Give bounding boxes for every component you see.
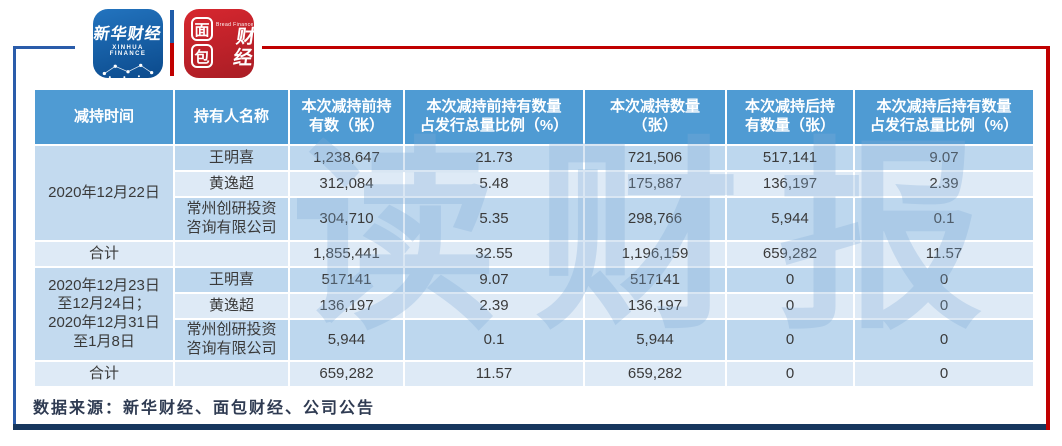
network-constellation-icon <box>102 63 154 79</box>
reduced-qty-cell: 721,506 <box>583 144 727 172</box>
subtotal-row: 合计 659,282 11.57 659,282 0 0 <box>33 360 1035 388</box>
frame-red-right-line <box>1046 46 1050 430</box>
col-header-time: 减持时间 <box>33 88 175 146</box>
post-pct-cell: 9.07 <box>853 144 1035 172</box>
table-row: 黄逸超 136,197 2.39 136,197 0 0 <box>34 292 1035 320</box>
reduced-qty-cell: 659,282 <box>583 360 727 388</box>
time-cell-group1: 2020年12月22日 <box>33 144 175 242</box>
post-pct-cell: 2.39 <box>853 170 1035 198</box>
pre-pct-cell: 0.1 <box>403 318 585 362</box>
holder-cell: 王明喜 <box>173 266 290 294</box>
post-amount-cell: 517,141 <box>725 144 855 172</box>
col-header-reduced-qty: 本次减持数量 （张） <box>583 88 727 146</box>
logo-divider <box>170 10 174 76</box>
post-amount-cell: 0 <box>725 266 855 294</box>
data-source-note: 数据来源：新华财经、面包财经、公司公告 <box>33 400 376 417</box>
post-pct-cell: 0 <box>853 318 1035 362</box>
pre-amount-cell: 5,944 <box>288 318 405 362</box>
pre-pct-cell: 11.57 <box>403 360 585 388</box>
bread-logo-boxed-chars: 面 包 <box>191 17 213 70</box>
reduced-qty-cell: 298,766 <box>583 196 727 242</box>
table-row: 常州创研投资 咨询有限公司 5,944 0.1 5,944 0 0 <box>34 318 1035 362</box>
header-row: 减持时间 持有人名称 本次减持前持 有数（张） 本次减持前持有数量 占发行总量比… <box>33 88 1035 146</box>
reduced-qty-cell: 1,196,159 <box>583 240 727 268</box>
xinhua-logo-title: 新华财经 <box>92 26 163 43</box>
divider-red-half <box>170 43 174 76</box>
pre-pct-cell: 5.35 <box>403 196 585 242</box>
subtotal-label-cell: 合计 <box>33 240 175 268</box>
col-header-pre-amount: 本次减持前持 有数（张） <box>288 88 405 146</box>
pre-pct-cell: 2.39 <box>403 292 585 320</box>
col-header-pre-pct: 本次减持前持有数量 占发行总量比例（%） <box>403 88 585 146</box>
post-amount-cell: 5,944 <box>725 196 855 242</box>
bread-logo-subtitle: Bread Finance <box>216 22 254 29</box>
table-row: 常州创研投资 咨询有限公司 304,710 5.35 298,766 5,944… <box>34 196 1035 242</box>
bread-logo-char-mian: 面 <box>191 17 213 41</box>
frame-red-top-line <box>262 46 1050 49</box>
holder-cell <box>173 240 290 268</box>
reduced-qty-cell: 136,197 <box>583 292 727 320</box>
frame-blue-top-line <box>13 46 75 49</box>
table-row: 2020年12月23日 至12月24日； 2020年12月31日 至1月8日 王… <box>33 266 1035 362</box>
xinhua-finance-logo: 新华财经 XINHUA FINANCE <box>92 9 163 79</box>
frame-navy-bottom-line <box>13 424 1050 430</box>
frame-blue-left-line <box>13 46 16 427</box>
subtotal-row: 合计 1,855,441 32.55 1,196,159 659,282 11.… <box>33 240 1035 268</box>
col-header-post-amount: 本次减持后持 有数量（张） <box>725 88 855 146</box>
holder-cell: 常州创研投资 咨询有限公司 <box>173 196 290 242</box>
pre-amount-cell: 659,282 <box>288 360 405 388</box>
pre-amount-cell: 136,197 <box>288 292 405 320</box>
post-amount-cell: 0 <box>725 292 855 320</box>
holder-cell <box>173 360 290 388</box>
holder-cell: 王明喜 <box>173 144 290 172</box>
pre-amount-cell: 517141 <box>288 266 405 294</box>
post-amount-cell: 136,197 <box>725 170 855 198</box>
post-pct-cell: 0 <box>853 292 1035 320</box>
bread-logo-title: 财经 <box>231 27 257 70</box>
post-amount-cell: 659,282 <box>725 240 855 268</box>
time-cell-group2: 2020年12月23日 至12月24日； 2020年12月31日 至1月8日 <box>33 266 175 362</box>
pre-pct-cell: 21.73 <box>403 144 585 172</box>
post-pct-cell: 0 <box>853 360 1035 388</box>
holdings-reduction-table: 减持时间 持有人名称 本次减持前持 有数（张） 本次减持前持有数量 占发行总量比… <box>33 88 1035 388</box>
post-pct-cell: 0.1 <box>853 196 1035 242</box>
pre-amount-cell: 312,084 <box>288 170 405 198</box>
post-pct-cell: 0 <box>853 266 1035 294</box>
table-row: 黄逸超 312,084 5.48 175,887 136,197 2.39 <box>34 170 1035 198</box>
post-amount-cell: 0 <box>725 318 855 362</box>
subtotal-label-cell: 合计 <box>33 360 175 388</box>
xinhua-logo-subtitle: XINHUA FINANCE <box>109 45 147 57</box>
pre-pct-cell: 32.55 <box>403 240 585 268</box>
bread-logo-char-bao: 包 <box>191 44 213 68</box>
pre-pct-cell: 9.07 <box>403 266 585 294</box>
bread-finance-logo: 面 包 Bread Finance 财经 <box>184 9 257 78</box>
holder-cell: 黄逸超 <box>173 170 290 198</box>
divider-blue-half <box>170 10 174 43</box>
pre-amount-cell: 1,855,441 <box>288 240 405 268</box>
col-header-holder: 持有人名称 <box>173 88 290 146</box>
pre-amount-cell: 1,238,647 <box>288 144 405 172</box>
reduced-qty-cell: 175,887 <box>583 170 727 198</box>
holder-cell: 常州创研投资 咨询有限公司 <box>173 318 290 362</box>
pre-amount-cell: 304,710 <box>288 196 405 242</box>
post-amount-cell: 0 <box>725 360 855 388</box>
post-pct-cell: 11.57 <box>853 240 1035 268</box>
col-header-post-pct: 本次减持后持有数量 占发行总量比例（%） <box>853 88 1035 146</box>
holder-cell: 黄逸超 <box>173 292 290 320</box>
table-row: 2020年12月22日 王明喜 1,238,647 21.73 721,506 … <box>33 144 1035 242</box>
reduced-qty-cell: 5,944 <box>583 318 727 362</box>
pre-pct-cell: 5.48 <box>403 170 585 198</box>
reduced-qty-cell: 517141 <box>583 266 727 294</box>
